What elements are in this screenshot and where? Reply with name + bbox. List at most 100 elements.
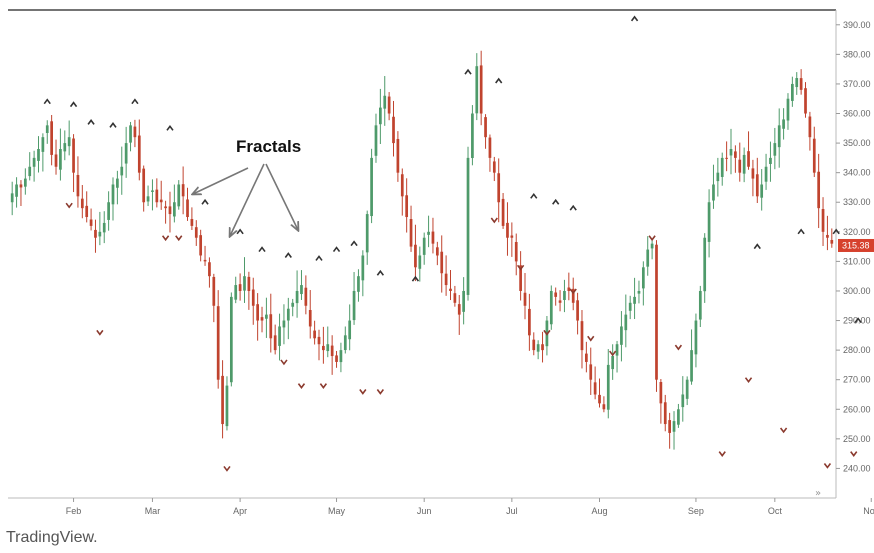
candle-body bbox=[663, 402, 667, 425]
fractal-up-marker bbox=[69, 101, 78, 108]
candle-body bbox=[282, 320, 286, 328]
candle-body bbox=[602, 404, 606, 410]
candle-body bbox=[124, 143, 128, 164]
candle-body bbox=[348, 320, 352, 340]
fractal-down-marker bbox=[823, 462, 832, 469]
candle-body bbox=[352, 290, 356, 321]
candle-body bbox=[729, 149, 733, 156]
candle-body bbox=[681, 394, 685, 408]
candle-body bbox=[440, 251, 444, 274]
last-price-tag: 315.38 bbox=[838, 238, 874, 252]
candle-body bbox=[41, 137, 45, 152]
fractal-down-marker bbox=[516, 264, 525, 271]
candle-body bbox=[720, 157, 724, 177]
candle-body bbox=[755, 174, 759, 197]
candle-body bbox=[471, 113, 474, 159]
candle-body bbox=[19, 184, 23, 188]
candle-body bbox=[760, 184, 764, 198]
candle-body bbox=[278, 326, 281, 346]
fractal-up-marker bbox=[87, 119, 95, 125]
candle-body bbox=[247, 276, 251, 291]
candle-body bbox=[361, 255, 365, 281]
candle-body bbox=[431, 231, 435, 244]
fractal-down-marker bbox=[718, 451, 726, 457]
candle-body bbox=[615, 344, 619, 356]
chart-svg: 240.00250.00260.00270.00280.00290.00300.… bbox=[8, 9, 874, 516]
candle-body bbox=[677, 409, 680, 425]
goto-realtime-icon[interactable]: » bbox=[815, 488, 821, 499]
candle-body bbox=[317, 336, 321, 345]
fractal-down-marker bbox=[297, 383, 306, 389]
time-tick-label: Oct bbox=[768, 506, 783, 516]
candle-body bbox=[571, 288, 575, 303]
time-tick-label: Jun bbox=[417, 506, 432, 516]
fractal-down-marker bbox=[175, 235, 183, 242]
candle-body bbox=[769, 157, 772, 165]
fractal-up-marker bbox=[495, 77, 503, 84]
time-tick-label: Aug bbox=[592, 506, 608, 516]
candle-body bbox=[120, 166, 124, 176]
candle-body bbox=[497, 173, 501, 203]
fractal-up-marker bbox=[350, 240, 358, 247]
fractal-down-marker bbox=[744, 377, 753, 384]
annotation-arrow-3 bbox=[265, 163, 298, 230]
candle-body bbox=[50, 121, 53, 155]
candle-body bbox=[181, 184, 185, 197]
candle-body bbox=[606, 364, 610, 410]
candlestick-chart: 240.00 250.00 260.00 270.00 280.00 290.00 300.… bbox=[8, 9, 874, 516]
fractal-down-marker bbox=[569, 288, 577, 295]
candle-body bbox=[190, 218, 194, 226]
fractal-down-marker bbox=[587, 335, 595, 342]
fractal-up-marker bbox=[630, 15, 639, 22]
price-tick-label: 390.00 bbox=[843, 20, 871, 30]
candle-body bbox=[229, 296, 233, 383]
last-price-tag-box bbox=[838, 238, 874, 252]
fractal-up-marker bbox=[797, 228, 805, 235]
candle-body bbox=[821, 209, 825, 232]
candle-body bbox=[313, 330, 316, 339]
candle-body bbox=[453, 293, 457, 303]
candle-body bbox=[173, 202, 176, 217]
candle-body bbox=[799, 78, 803, 90]
candle-body bbox=[641, 267, 645, 289]
candle-body bbox=[466, 157, 470, 295]
candle-body bbox=[85, 205, 89, 218]
fractal-down-marker bbox=[280, 359, 288, 366]
candle-body bbox=[256, 304, 259, 321]
candle-body bbox=[102, 222, 106, 233]
fractal-up-marker bbox=[411, 275, 420, 282]
candle-body bbox=[585, 353, 588, 362]
fractal-up-marker bbox=[315, 255, 323, 261]
fractal-up-marker bbox=[166, 124, 174, 131]
candle-body bbox=[260, 317, 264, 321]
candle-body bbox=[409, 219, 413, 247]
source-caption: TradingView. bbox=[6, 529, 98, 546]
candle-body bbox=[747, 151, 750, 167]
svg-text:»: » bbox=[815, 488, 821, 499]
candle-body bbox=[795, 78, 799, 88]
candle-body bbox=[764, 166, 768, 182]
fractal-down-marker bbox=[543, 329, 551, 336]
candle-body bbox=[146, 196, 150, 202]
price-tick-label: 350.00 bbox=[843, 138, 871, 148]
candle-body bbox=[694, 320, 698, 355]
candle-body bbox=[646, 249, 650, 267]
fractal-down-marker bbox=[779, 427, 788, 434]
candle-body bbox=[269, 314, 273, 339]
candle-body bbox=[742, 154, 746, 174]
candle-body bbox=[484, 117, 487, 138]
candle-body bbox=[326, 344, 330, 352]
fractal-up-marker bbox=[43, 98, 51, 105]
candle-body bbox=[59, 149, 62, 170]
price-tick-label: 270.00 bbox=[843, 375, 871, 385]
candle-body bbox=[387, 96, 391, 114]
candle-body bbox=[703, 237, 707, 292]
candle-body bbox=[501, 198, 505, 226]
candle-body bbox=[54, 154, 58, 167]
fractal-up-marker bbox=[332, 246, 341, 253]
candle-body bbox=[563, 290, 566, 300]
candle-body bbox=[63, 143, 67, 152]
candle-body bbox=[45, 125, 49, 134]
price-tick-label: 320.00 bbox=[843, 227, 871, 237]
candle-body bbox=[444, 273, 448, 286]
